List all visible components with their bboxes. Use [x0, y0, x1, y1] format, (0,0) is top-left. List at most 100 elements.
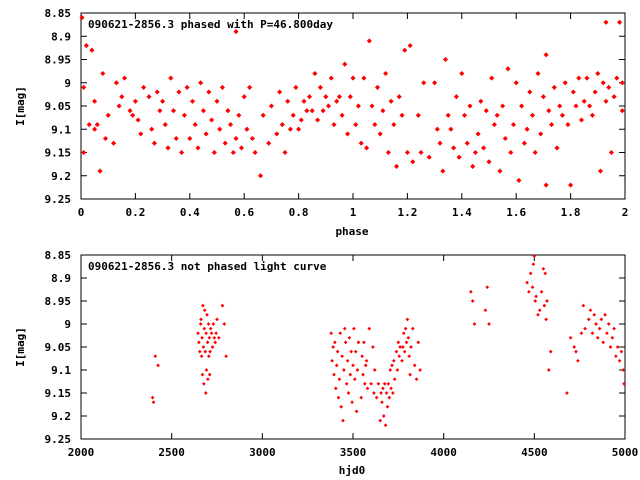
phased-data-point: [478, 98, 484, 104]
phased-data-point: [432, 80, 438, 86]
phased-data-point: [187, 135, 193, 142]
unphased-x-tick-label: 5000: [612, 446, 639, 459]
unphased-data-point: [360, 354, 364, 359]
unphased-plot-frame: [80, 254, 626, 440]
unphased-data-point: [200, 335, 204, 340]
unphased-data-point: [612, 326, 616, 331]
unphased-data-point: [405, 317, 410, 322]
unphased-y-tick-label: 9.1: [51, 364, 71, 377]
phased-data-point: [597, 168, 604, 174]
unphased-data-point: [216, 335, 221, 340]
phased-data-point: [472, 149, 478, 156]
phased-y-tick-label: 9.15: [45, 147, 72, 160]
phased-data-point: [168, 75, 174, 81]
phased-data-point: [176, 89, 182, 95]
unphased-x-axis: 2000 2500 3000 3500 4000 4500 5000: [68, 255, 639, 459]
unphased-data-point: [381, 414, 386, 418]
unphased-data-point: [224, 354, 228, 359]
unphased-data-point: [568, 335, 573, 340]
unphased-data-point: [543, 271, 548, 276]
phased-data-point: [617, 19, 623, 25]
phased-data-point: [489, 75, 495, 81]
unphased-data-point: [213, 340, 218, 345]
unphased-data-point: [150, 395, 155, 400]
unphased-data-point: [414, 377, 419, 382]
phased-data-point: [611, 94, 617, 100]
unphased-data-point: [622, 381, 626, 386]
unphased-data-point: [210, 345, 215, 349]
unphased-data-point: [156, 363, 160, 368]
phased-data-point: [464, 140, 470, 146]
unphased-y-tick-label: 9.15: [45, 387, 72, 400]
phased-data-point: [448, 126, 454, 132]
phased-y-tick-label: 8.9: [51, 30, 71, 43]
phased-y-axis-label: I[mag]: [14, 86, 27, 126]
unphased-data-point: [341, 418, 345, 423]
phased-data-point: [456, 154, 462, 160]
unphased-y-tick-label: 8.95: [45, 295, 72, 308]
phased-data-point: [442, 56, 449, 63]
phased-data-point: [92, 126, 98, 132]
unphased-data-point: [539, 289, 544, 294]
phased-data-point: [467, 103, 473, 109]
phased-data-point: [584, 75, 590, 81]
unphased-data-point: [406, 335, 411, 340]
unphased-data-point: [412, 363, 417, 368]
phased-data-point: [236, 112, 242, 118]
unphased-data-point: [359, 395, 364, 400]
unphased-data-point: [344, 381, 349, 386]
phased-data-point: [554, 145, 560, 151]
unphased-data-point: [546, 368, 551, 372]
phased-data-point: [290, 112, 296, 118]
phased-data-point: [189, 98, 196, 104]
unphased-data-point: [592, 312, 597, 317]
phased-data-point: [170, 108, 177, 114]
unphased-data-point: [348, 372, 353, 377]
unphased-data-point: [342, 326, 347, 331]
phased-data-point: [119, 94, 125, 100]
phased-data-point: [293, 84, 299, 90]
phased-data-point: [121, 75, 128, 81]
unphased-data-point: [590, 331, 595, 336]
phased-data-point: [198, 80, 204, 86]
phased-data-point: [603, 19, 609, 25]
unphased-data-point: [202, 308, 207, 313]
unphased-data-point: [349, 349, 354, 354]
phased-data-point: [578, 117, 585, 123]
unphased-data-point: [614, 354, 618, 359]
phased-data-point: [527, 89, 533, 95]
phased-data-point: [334, 98, 340, 104]
unphased-data-point: [207, 372, 212, 377]
phased-data-point: [385, 149, 391, 156]
unphased-data-point: [204, 368, 209, 372]
unphased-data-point: [206, 322, 211, 326]
phased-data-point: [203, 131, 209, 137]
phased-data-point: [287, 126, 293, 132]
unphased-data-point: [418, 368, 422, 372]
phased-data-point: [461, 112, 468, 118]
phased-data-point: [102, 135, 109, 142]
phased-data-point: [285, 98, 291, 104]
unphased-data-point: [333, 386, 338, 391]
unphased-data-point: [385, 404, 390, 409]
unphased-data-point: [214, 331, 218, 336]
phased-data-point: [162, 122, 168, 128]
phased-x-axis: 0 0.2 0.4 0.6 0.8 1 1.2 1.4 1.6 1.8 2: [78, 13, 628, 219]
phased-data-point: [230, 149, 236, 156]
phased-data-point: [173, 135, 179, 142]
phased-data-point: [606, 84, 612, 90]
unphased-data-point: [472, 322, 477, 326]
phased-data-point: [339, 112, 345, 118]
unphased-data-point: [342, 368, 346, 372]
phased-data-point: [160, 98, 166, 104]
phased-panel: 8.85 8.9 8.95 9 9.05 9.1 9.15 9.2 9.25 0 0.2 0.4 0.…: [14, 7, 628, 238]
unphased-data-point: [204, 331, 208, 336]
phased-data-point: [404, 149, 410, 156]
unphased-data-point: [409, 345, 413, 349]
phased-y-axis: 8.85 8.9 8.95 9 9.05 9.1 9.15 9.2 9.25: [45, 7, 625, 206]
unphased-data-point: [599, 317, 604, 322]
unphased-data-point: [572, 345, 577, 349]
phased-data-point: [282, 149, 288, 156]
unphased-data-point: [350, 400, 354, 405]
